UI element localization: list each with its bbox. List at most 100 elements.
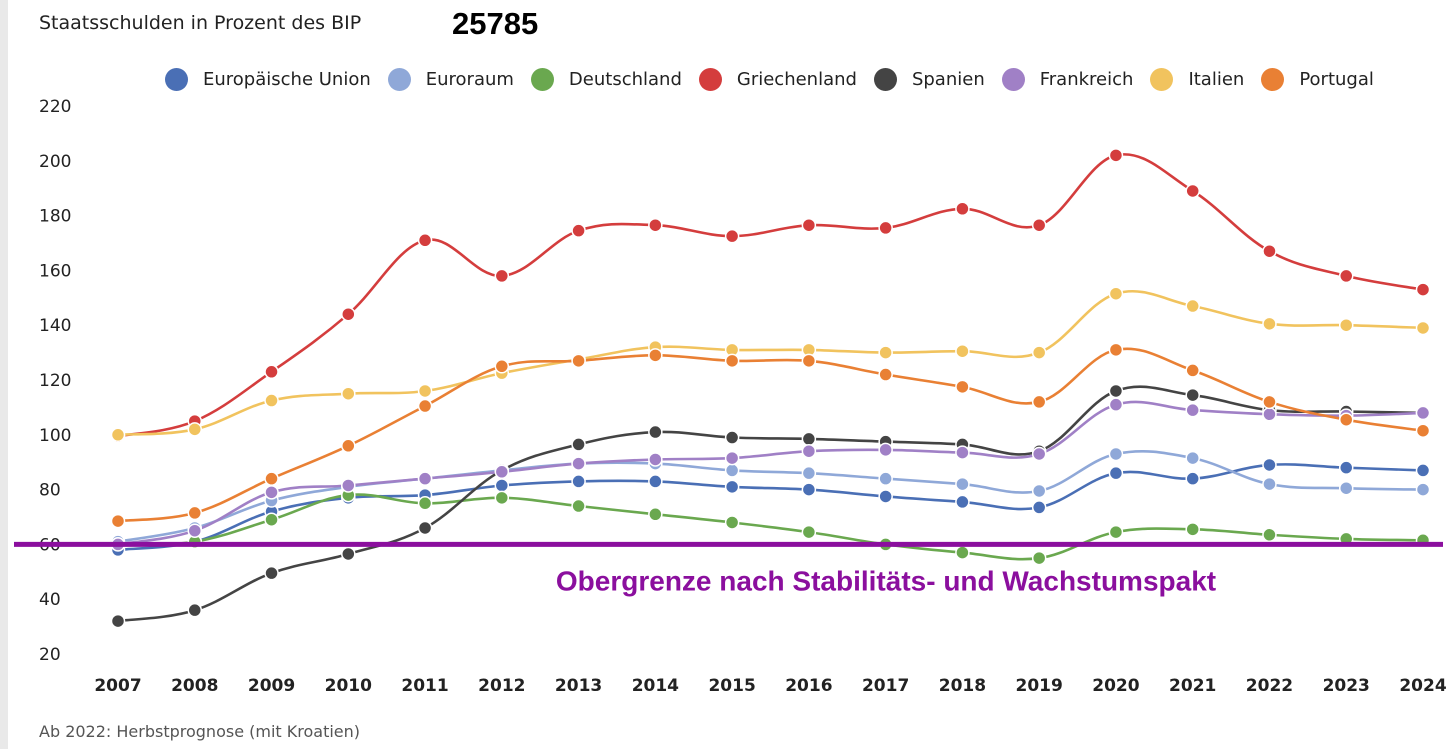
y-tick-label: 140 bbox=[39, 316, 71, 336]
data-point bbox=[1108, 286, 1124, 301]
data-point bbox=[187, 505, 203, 521]
data-point bbox=[1031, 217, 1047, 233]
x-tick-label: 2023 bbox=[1323, 676, 1370, 696]
data-point bbox=[1338, 317, 1354, 333]
legend-swatch bbox=[165, 67, 188, 91]
data-point bbox=[878, 489, 893, 504]
legend-item[interactable]: Euroraum bbox=[387, 67, 514, 91]
data-point bbox=[1415, 282, 1431, 297]
y-tick-label: 160 bbox=[39, 261, 71, 281]
x-tick-label: 2024 bbox=[1399, 676, 1446, 696]
data-point bbox=[724, 515, 740, 530]
legend-item[interactable]: Frankreich bbox=[1001, 67, 1134, 91]
data-point bbox=[110, 513, 126, 529]
legend-item[interactable]: Griechenland bbox=[698, 67, 857, 91]
data-point bbox=[264, 565, 279, 581]
data-point bbox=[1415, 320, 1431, 336]
data-point bbox=[1262, 316, 1277, 332]
data-point bbox=[1338, 480, 1354, 496]
data-point bbox=[1415, 463, 1431, 478]
data-point bbox=[1031, 483, 1047, 499]
data-point bbox=[1185, 471, 1200, 486]
y-tick-label: 200 bbox=[39, 152, 71, 172]
data-point bbox=[1415, 423, 1431, 438]
data-point bbox=[648, 452, 663, 467]
data-point bbox=[417, 233, 433, 248]
data-point bbox=[724, 450, 740, 466]
legend-swatch bbox=[1261, 67, 1285, 91]
legend-item[interactable]: Deutschland bbox=[530, 67, 682, 91]
x-tick-label: 2014 bbox=[632, 676, 679, 696]
data-point bbox=[801, 431, 817, 447]
data-point bbox=[955, 379, 970, 395]
data-point bbox=[494, 478, 510, 493]
data-point bbox=[801, 217, 817, 233]
data-point bbox=[1262, 527, 1277, 543]
data-point bbox=[648, 474, 663, 489]
legend-label: Europäische Union bbox=[203, 68, 371, 90]
legend-item[interactable]: Spanien bbox=[873, 67, 985, 91]
data-point bbox=[571, 456, 586, 471]
x-tick-label: 2009 bbox=[248, 676, 295, 696]
data-point bbox=[264, 485, 279, 500]
data-point bbox=[417, 398, 433, 414]
data-point bbox=[801, 482, 817, 497]
data-point bbox=[878, 442, 893, 458]
data-point bbox=[1262, 457, 1277, 473]
data-point bbox=[1185, 402, 1200, 418]
series-line bbox=[117, 463, 1424, 552]
y-tick-label: 180 bbox=[39, 207, 71, 227]
data-point bbox=[110, 613, 126, 629]
data-point bbox=[571, 474, 586, 489]
data-point bbox=[801, 524, 817, 540]
data-point bbox=[417, 520, 433, 536]
data-point bbox=[648, 348, 663, 363]
legend-label: Euroraum bbox=[425, 68, 514, 90]
x-tick-label: 2017 bbox=[862, 676, 909, 696]
data-point bbox=[1185, 522, 1200, 537]
x-tick-label: 2007 bbox=[94, 676, 141, 696]
legend-swatch bbox=[1150, 67, 1174, 91]
x-tick-label: 2008 bbox=[171, 676, 218, 696]
data-point bbox=[1338, 412, 1354, 427]
y-tick-label: 40 bbox=[39, 590, 61, 610]
data-point bbox=[1031, 500, 1047, 515]
data-point bbox=[264, 471, 279, 486]
footnote: Ab 2022: Herbstprognose (mit Kroatien) bbox=[39, 722, 361, 741]
data-point bbox=[1262, 243, 1277, 259]
data-point bbox=[110, 427, 126, 443]
data-point bbox=[571, 498, 586, 514]
data-point bbox=[1108, 148, 1124, 163]
data-point bbox=[1338, 460, 1354, 475]
legend-swatch bbox=[387, 67, 411, 91]
legend-swatch bbox=[698, 67, 722, 91]
y-tick-label: 20 bbox=[39, 645, 61, 665]
y-tick-label: 80 bbox=[39, 481, 61, 501]
data-point bbox=[1262, 476, 1277, 492]
left-edge-bar bbox=[0, 0, 8, 749]
data-point bbox=[724, 228, 740, 244]
legend-swatch bbox=[530, 67, 554, 91]
legend: Europäische Union Euroraum Deutschland Grie… bbox=[165, 65, 1391, 93]
legend-item[interactable]: Europäische Union bbox=[165, 67, 371, 91]
legend-item[interactable]: Portugal bbox=[1261, 67, 1374, 91]
x-tick-label: 2020 bbox=[1092, 676, 1139, 696]
x-tick-label: 2021 bbox=[1169, 676, 1216, 696]
data-point bbox=[341, 478, 356, 493]
data-point bbox=[341, 306, 356, 322]
data-point bbox=[571, 437, 586, 452]
data-point bbox=[724, 353, 740, 369]
legend-item[interactable]: Italien bbox=[1150, 67, 1244, 91]
legend-label: Frankreich bbox=[1039, 68, 1134, 90]
x-tick-label: 2022 bbox=[1246, 676, 1293, 696]
data-point bbox=[724, 479, 740, 495]
data-point bbox=[955, 476, 970, 492]
data-point bbox=[1185, 387, 1200, 403]
data-point bbox=[1108, 397, 1124, 412]
reference-line-label: Obergrenze nach Stabilitäts- und Wachstu… bbox=[556, 565, 1216, 596]
data-point bbox=[417, 383, 433, 399]
data-point bbox=[494, 359, 510, 374]
y-tick-label: 220 bbox=[39, 97, 71, 117]
data-point bbox=[1031, 394, 1047, 410]
data-point bbox=[187, 523, 203, 538]
